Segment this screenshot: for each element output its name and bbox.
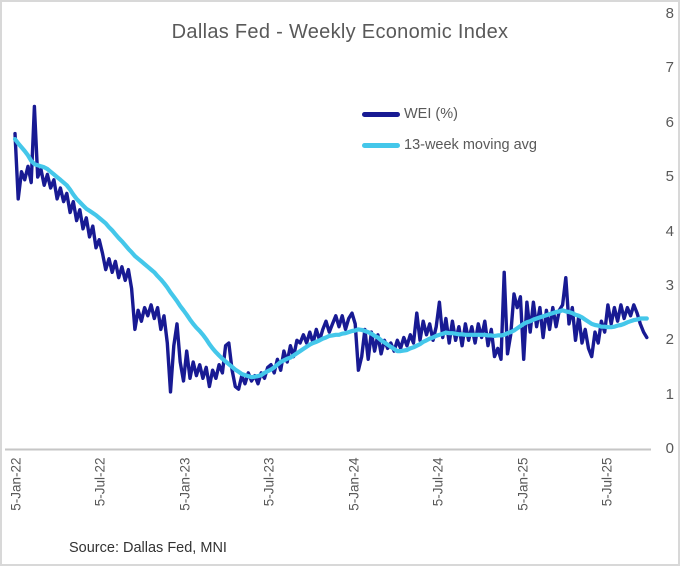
x-tick-label: 5-Jul-22	[92, 457, 108, 507]
legend-item-wei: WEI (%)	[362, 104, 537, 124]
x-tick-label: 5-Jan-23	[177, 457, 193, 511]
y-tick-label: 7	[665, 59, 674, 77]
y-tick-label: 2	[665, 331, 674, 349]
y-tick-label: 5	[665, 168, 674, 186]
chart-title: Dallas Fed - Weekly Economic Index	[171, 21, 509, 43]
wei-line-swatch-icon	[362, 111, 400, 117]
ma-line	[12, 137, 649, 380]
y-tick-label: 4	[665, 222, 674, 240]
x-tick-label: 5-Jul-24	[430, 457, 446, 507]
ma-line-swatch-icon	[362, 142, 400, 148]
x-tick-label: 5-Jul-23	[261, 457, 277, 507]
ma-legend-label: 13-week moving avg	[404, 137, 537, 153]
y-tick-label: 6	[665, 113, 674, 131]
wei-legend-label: WEI (%)	[404, 106, 458, 122]
legend: WEI (%) 13-week moving avg	[362, 104, 537, 166]
source-note: Source: Dallas Fed, MNI	[69, 540, 227, 556]
x-tick-label: 5-Jan-25	[515, 457, 531, 511]
y-tick-label: 1	[665, 385, 674, 403]
legend-item-ma: 13-week moving avg	[362, 135, 537, 155]
x-tick-label: 5-Jul-25	[599, 457, 615, 507]
x-tick-label: 5-Jan-22	[8, 457, 24, 511]
x-tick-label: 5-Jan-24	[346, 457, 362, 511]
y-tick-label: 0	[665, 440, 674, 457]
wei-line	[13, 104, 649, 394]
y-tick-label: 3	[665, 276, 674, 294]
y-tick-label: 8	[665, 5, 674, 22]
